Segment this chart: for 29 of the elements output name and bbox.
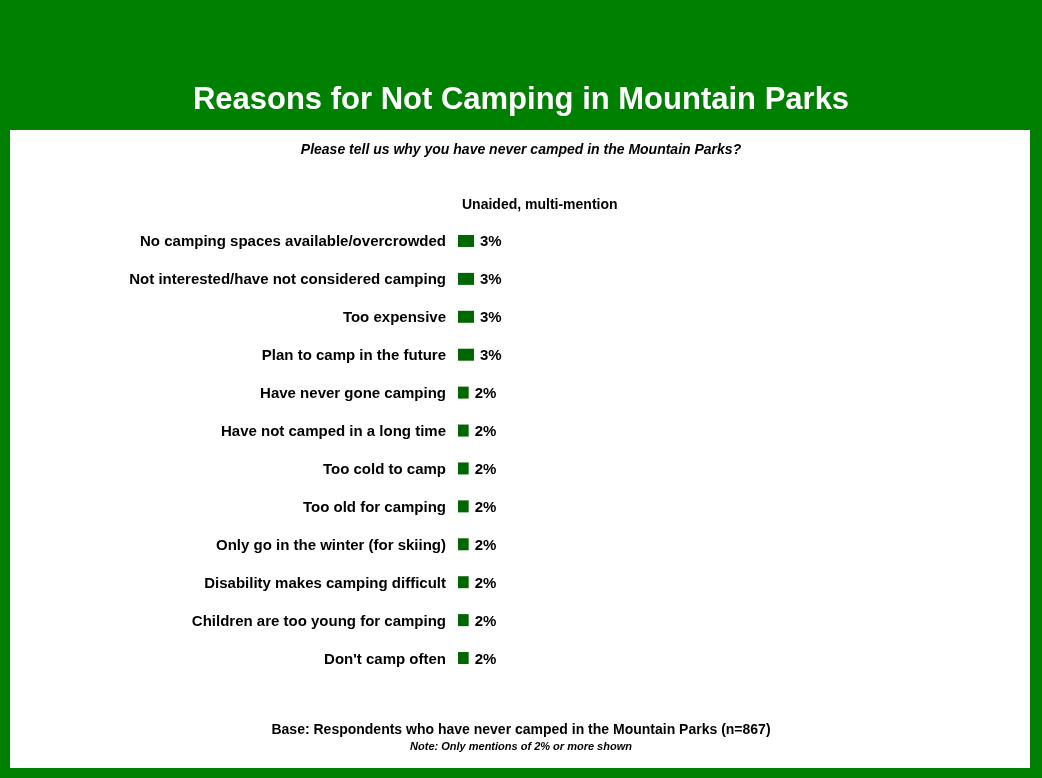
data-label: 3%: [480, 270, 502, 288]
y-tick-label: Don't camp often: [324, 649, 446, 667]
data-label: 2%: [474, 459, 497, 477]
data-label: 2%: [474, 422, 497, 440]
y-tick-label: Have never gone camping: [260, 384, 446, 402]
data-label: 2%: [474, 384, 497, 402]
text: Please tell us why you have never camped in the Mountain Parks?: [300, 141, 742, 157]
data-label: 3%: [480, 346, 502, 364]
y-tick-label: Too cold to camp: [322, 459, 446, 477]
y-tick-label: Too expensive: [342, 308, 446, 326]
y-tick-label: Only go in the winter (for skiing): [215, 535, 446, 553]
y-tick-label: Children are too young for camping: [191, 611, 446, 629]
y-tick-label: Too old for camping: [302, 497, 446, 515]
y-tick-label: Not interested/have not considered camping: [129, 270, 446, 288]
y-tick-label: Disability makes camping difficult: [204, 573, 446, 591]
y-tick-label: Plan to camp in the future: [261, 346, 446, 364]
y-tick-label: Have not camped in a long time: [220, 422, 446, 440]
text: Unaided, multi-mention: [462, 196, 618, 212]
data-label: 2%: [474, 497, 497, 515]
data-label: 2%: [474, 649, 497, 667]
text: Base: Respondents who have never camped in the Mountain Parks (n=867): [271, 721, 771, 737]
data-label: 3%: [480, 308, 502, 326]
data-label: 2%: [474, 573, 497, 591]
data-label: 2%: [474, 535, 497, 553]
chart-title: Reasons for Not Camping in Mountain Parks: [192, 81, 850, 116]
data-label: 3%: [480, 232, 502, 250]
data-label: 2%: [474, 611, 497, 629]
y-tick-label: No camping spaces available/overcrowded: [140, 232, 446, 250]
text: Note: Only mentions of 2% or more shown: [410, 739, 633, 752]
